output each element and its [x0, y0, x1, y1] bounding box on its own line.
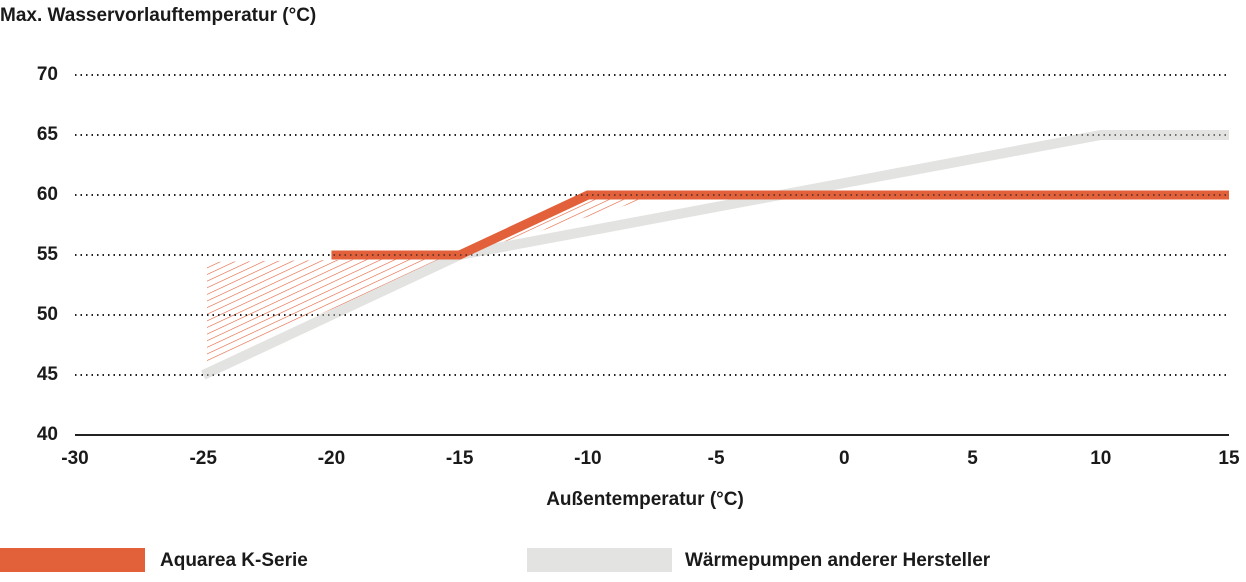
advantage-hatch — [207, 195, 660, 362]
x-tick-label: -5 — [708, 448, 725, 469]
x-tick-label: -20 — [318, 448, 345, 469]
grid: 40 45 50 55 60 65 70 -30 -25 -20 -15 -10 -5 0 5 10 15 — [37, 64, 1240, 469]
legend-label: Aquarea K-Serie — [160, 550, 308, 571]
legend-label: Wärmepumpen anderer Hersteller — [685, 550, 991, 571]
x-tick-label: 5 — [967, 448, 978, 469]
x-tick-label: 0 — [839, 448, 850, 469]
x-tick-label: -10 — [574, 448, 601, 469]
x-tick-label: 10 — [1090, 448, 1111, 469]
legend-swatch — [0, 548, 145, 572]
series-line — [331, 190, 1229, 260]
x-tick-label: -30 — [61, 448, 88, 469]
y-tick-label: 45 — [37, 364, 59, 385]
x-tick-label: -15 — [446, 448, 474, 469]
y-tick-label: 55 — [37, 244, 59, 265]
y-tick-label: 70 — [37, 64, 58, 85]
y-tick-label: 50 — [37, 304, 58, 325]
chart-title: Max. Wasservorlauftemperatur (°C) — [0, 5, 316, 26]
x-tick-label: 15 — [1218, 448, 1240, 469]
y-tick-label: 40 — [37, 424, 58, 445]
x-tick-label: -25 — [189, 448, 217, 469]
lines — [75, 74, 1229, 380]
legend-swatch — [527, 548, 672, 572]
y-tick-label: 65 — [37, 124, 59, 145]
x-axis-title: Außentemperatur (°C) — [546, 489, 744, 510]
legend: Aquarea K-Serie Wärmepumpen anderer Herst… — [0, 548, 991, 572]
y-tick-label: 60 — [37, 184, 58, 205]
